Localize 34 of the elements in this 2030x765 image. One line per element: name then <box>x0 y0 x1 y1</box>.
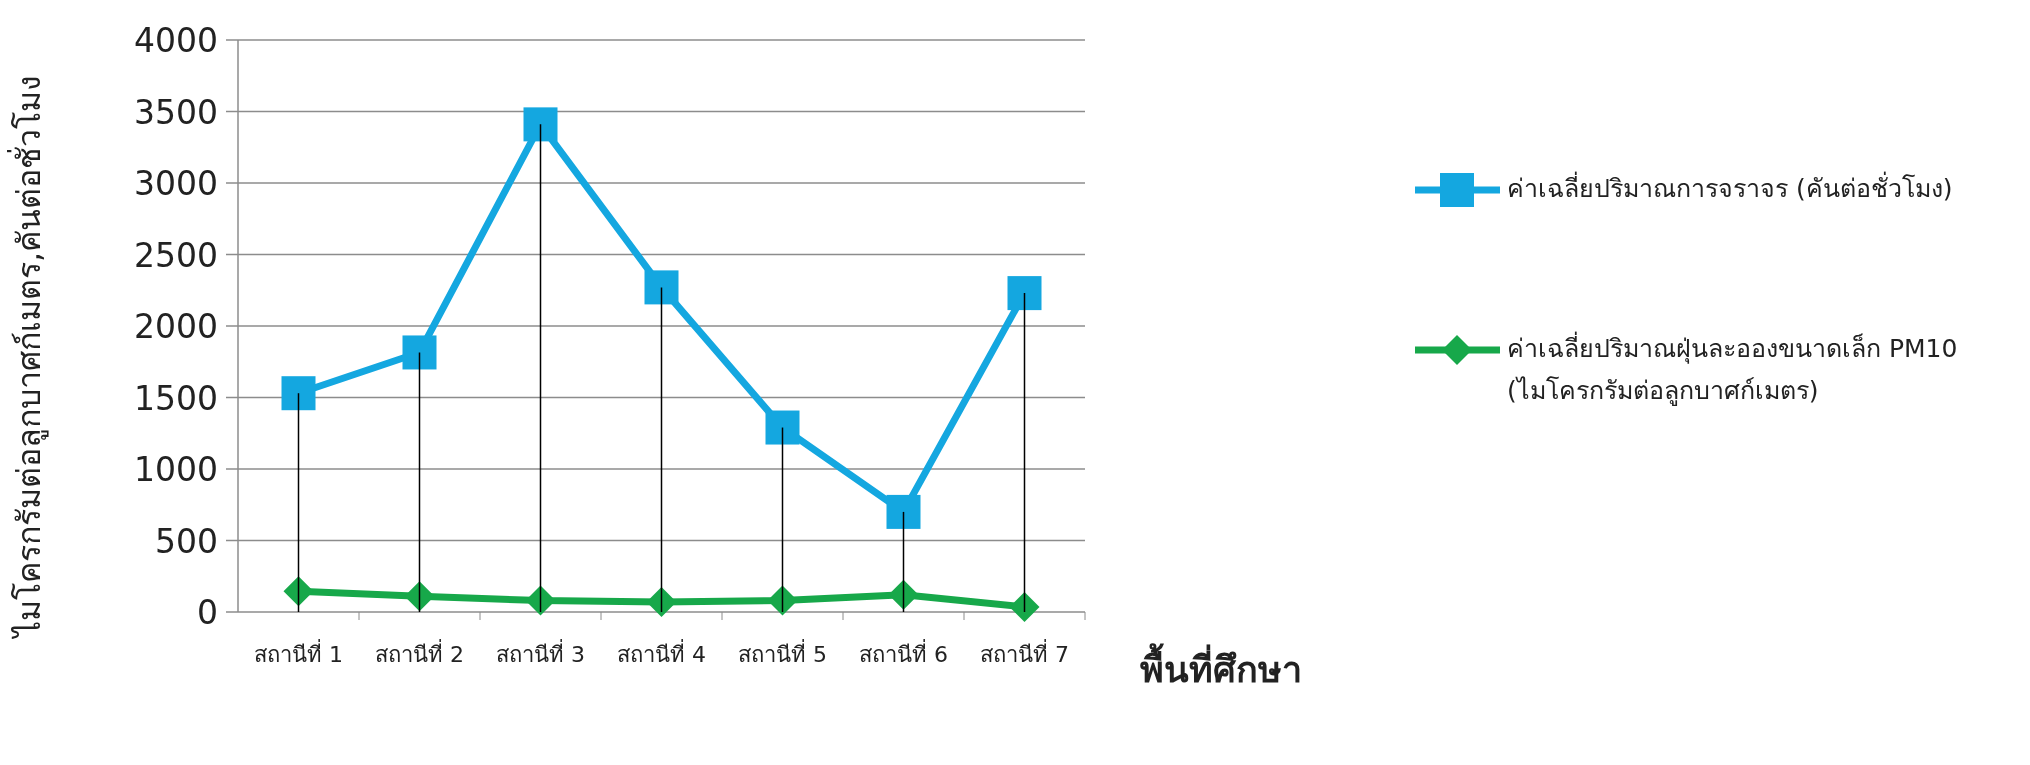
x-tick-label: สถานีที่ 7 <box>980 639 1069 667</box>
point <box>523 107 558 142</box>
x-tick-label: สถานีที่ 5 <box>738 639 827 667</box>
point <box>1009 592 1040 622</box>
x-tick-label: สถานีที่ 2 <box>375 639 464 667</box>
y-tick-label: 1000 <box>134 450 218 489</box>
y-tick-label: 4000 <box>134 21 218 60</box>
point <box>644 270 679 305</box>
y-tick-label: 3000 <box>134 164 218 203</box>
legend-label: ค่าเฉลี่ยปริมาณฝุ่นละอองขนาดเล็ก PM10 (ไมโครกรัมต่อลูกบาศก์เมตร) <box>1507 330 1959 408</box>
x-tick-label: สถานีที่ 1 <box>254 639 343 667</box>
y-tick-label: 2500 <box>134 235 218 275</box>
point <box>281 376 316 411</box>
point <box>646 586 677 617</box>
y-tick-label: 2000 <box>134 307 218 346</box>
x-axis-title: พื้นที่ศึกษา <box>1140 643 1302 690</box>
point <box>402 335 437 370</box>
x-tick-label: สถานีที่ 4 <box>617 639 706 667</box>
y-axis-title: ไมโครกรัมต่อลูกบาศก์เมตร,คันต่อชั่วโมง <box>7 74 49 641</box>
point <box>1007 276 1042 311</box>
point <box>886 494 921 529</box>
point <box>525 585 556 616</box>
point <box>888 579 919 610</box>
y-tick-label: 500 <box>155 521 218 561</box>
point <box>404 581 435 612</box>
x-tick-label: สถานีที่ 6 <box>859 639 948 667</box>
point <box>767 585 798 616</box>
y-tick-label: 1500 <box>134 378 218 418</box>
x-tick-label: สถานีที่ 3 <box>496 639 585 667</box>
legend-label: ค่าเฉลี่ยปริมาณการจราจร (คันต่อชั่วโมง) <box>1507 170 1954 205</box>
point <box>765 410 800 445</box>
y-tick-label: 3500 <box>134 92 218 132</box>
point <box>283 576 314 607</box>
y-tick-label: 0 <box>197 593 218 632</box>
